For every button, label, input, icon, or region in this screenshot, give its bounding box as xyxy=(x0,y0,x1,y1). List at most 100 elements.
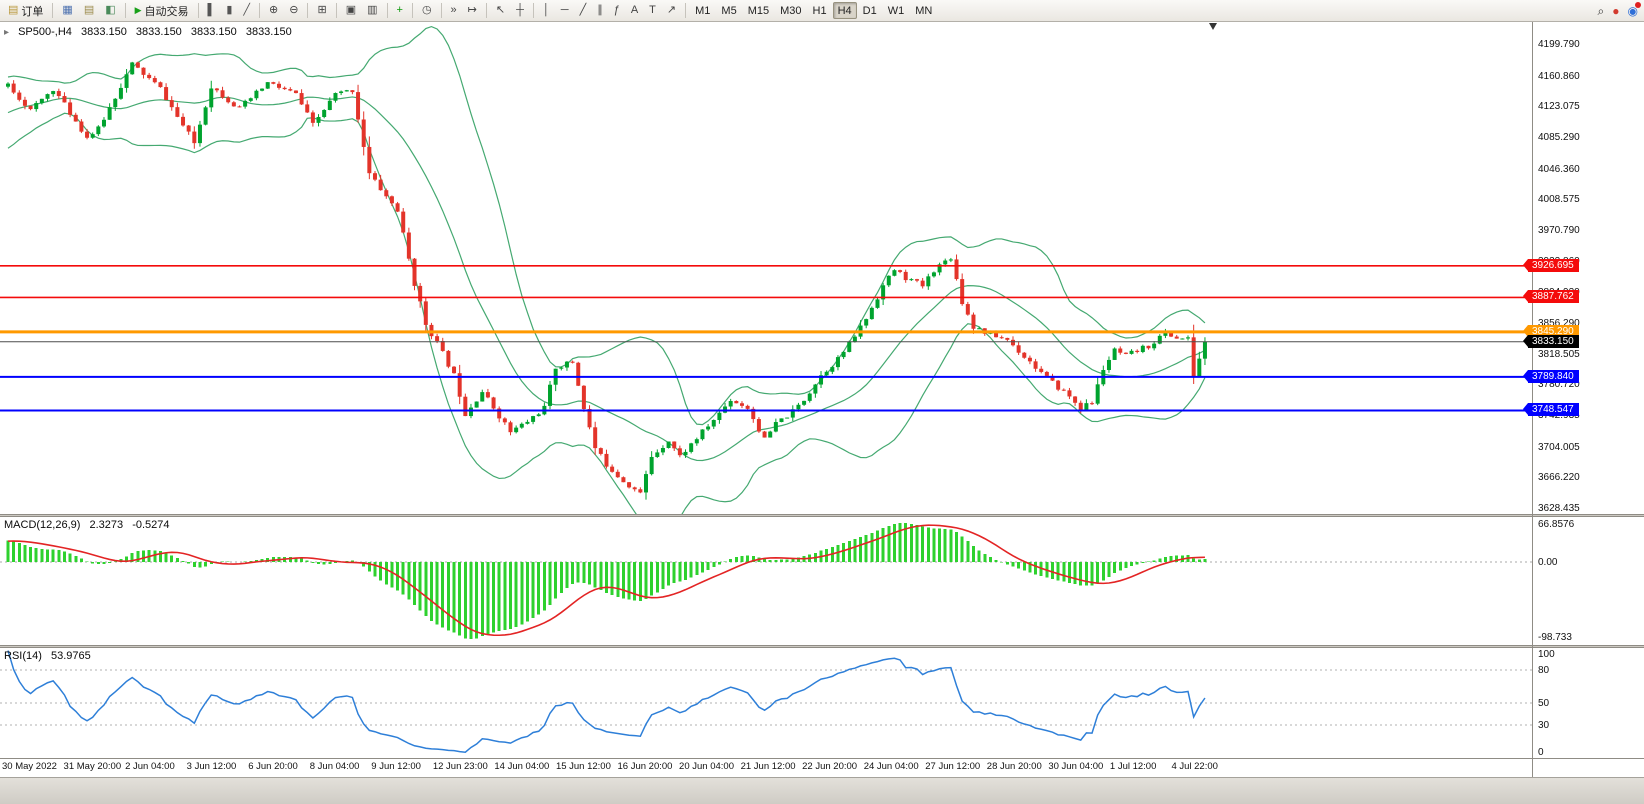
add-indicator-button[interactable]: + xyxy=(392,2,408,20)
toolbar-corner-icons: ⌕ ● ◉ xyxy=(1597,1,1641,18)
equidistant-channel-button[interactable]: ∥ xyxy=(592,2,608,20)
rsi-panel-canvas[interactable] xyxy=(0,648,1532,758)
price-level-tag[interactable]: 3789.840 xyxy=(1523,369,1579,383)
grid-button[interactable]: ▥ xyxy=(362,2,382,20)
time-axis-border xyxy=(0,758,1644,759)
price-tag-arrow xyxy=(1523,290,1528,303)
crosshair-button[interactable]: ┼ xyxy=(511,2,529,20)
time-axis-label: 9 Jun 12:00 xyxy=(371,761,421,772)
arrows-button[interactable]: ↗ xyxy=(662,2,681,20)
toolbar-separator xyxy=(335,3,337,18)
zoom-out-button[interactable]: ⊖ xyxy=(284,2,303,20)
bar-chart-icon: ▌ xyxy=(207,4,216,16)
time-axis-label: 30 Jun 04:00 xyxy=(1048,761,1104,772)
period-settings-button[interactable]: ◷ xyxy=(417,2,437,20)
macd-panel-canvas[interactable] xyxy=(0,517,1532,645)
vertical-line-icon: │ xyxy=(542,4,550,16)
tile-windows-button[interactable]: ⊞ xyxy=(312,2,331,20)
toolbar-separator xyxy=(411,3,413,18)
time-axis-label: 6 Jun 20:00 xyxy=(248,761,298,772)
rsi-value: 53.9765 xyxy=(50,650,91,662)
panel-divider[interactable] xyxy=(0,514,1644,517)
timeframe-m30-button[interactable]: M30 xyxy=(775,2,806,19)
timeframe-m1-button[interactable]: M1 xyxy=(690,2,715,19)
toolbar-separator xyxy=(532,3,534,18)
price-level-tag[interactable]: 3833.150 xyxy=(1523,334,1579,348)
cursor-icon: ↖ xyxy=(495,4,506,16)
equidistant-channel-icon: ∥ xyxy=(597,4,603,16)
price-tag-arrow xyxy=(1523,334,1528,347)
timeframe-w1-button[interactable]: W1 xyxy=(883,2,910,19)
tray-app-icon[interactable]: ◉ xyxy=(1628,1,1641,17)
macd-name: MACD(12,26,9) xyxy=(4,519,81,531)
one-click-trading-toggle[interactable]: ▸ xyxy=(4,27,10,38)
new-chart-icon: ▦ xyxy=(62,4,73,16)
autotrading-play-icon: ▶ xyxy=(134,5,142,15)
crosshair-icon: ┼ xyxy=(516,4,524,16)
trendline-button[interactable]: ╱ xyxy=(575,2,592,20)
add-indicator-icon: + xyxy=(396,4,403,16)
price-axis-label: 3818.505 xyxy=(1538,348,1580,360)
time-axis-label: 24 Jun 04:00 xyxy=(863,761,919,772)
ohlc-close: 3833.150 xyxy=(245,26,292,38)
period-settings-icon: ◷ xyxy=(421,4,432,16)
cursor-button[interactable]: ↖ xyxy=(491,2,510,20)
new-chart-button[interactable]: ▦ xyxy=(57,2,77,20)
ohlc-low: 3833.150 xyxy=(190,26,237,38)
zoom-in-button[interactable]: ⊕ xyxy=(264,2,283,20)
time-axis-label: 12 Jun 23:00 xyxy=(432,761,488,772)
price-axis-label: 3780.720 xyxy=(1538,379,1580,391)
panel-divider[interactable] xyxy=(0,645,1644,648)
auto-arrange-icon: ▣ xyxy=(345,4,357,16)
chart-shift-button[interactable]: ↦ xyxy=(463,2,482,20)
auto-arrange-button[interactable]: ▣ xyxy=(341,2,361,20)
new-order-button[interactable]: ▤ 订单 xyxy=(3,2,48,20)
price-level-tag[interactable]: 3845.290 xyxy=(1523,324,1579,338)
candlestick-chart-icon: ▮ xyxy=(226,4,233,16)
trendline-icon: ╱ xyxy=(579,4,587,16)
profiles-button[interactable]: ▤ xyxy=(79,2,99,20)
timeframe-m5-button[interactable]: M5 xyxy=(716,2,741,19)
alert-icon[interactable]: ● xyxy=(1612,3,1620,18)
candlestick-chart-button[interactable]: ▮ xyxy=(221,2,237,20)
price-level-tag[interactable]: 3748.547 xyxy=(1523,403,1579,417)
horizontal-line-icon: ─ xyxy=(560,4,569,16)
timeframe-h1-button[interactable]: H1 xyxy=(808,2,832,19)
data-window-button[interactable]: ◧ xyxy=(100,2,120,20)
text-button[interactable]: A xyxy=(626,2,643,20)
time-axis-label: 16 Jun 20:00 xyxy=(617,761,673,772)
arrows-icon: ↗ xyxy=(666,4,677,16)
grid-icon: ▥ xyxy=(367,4,378,16)
price-chart-canvas[interactable] xyxy=(0,22,1532,514)
timeframe-mn-button[interactable]: MN xyxy=(910,2,937,19)
line-chart-button[interactable]: ╱ xyxy=(238,2,255,20)
timeframe-d1-button[interactable]: D1 xyxy=(858,2,882,19)
auto-scroll-button[interactable]: » xyxy=(446,2,462,20)
price-axis[interactable]: 4199.790 4160.860 4123.075 4085.290 4046.360… xyxy=(1523,0,1644,777)
chart-shift-marker[interactable] xyxy=(1209,23,1217,30)
toolbar-separator xyxy=(52,3,54,18)
chart-shift-icon: ↦ xyxy=(467,4,477,16)
price-level-tag[interactable]: 3926.695 xyxy=(1523,258,1579,272)
time-axis[interactable]: 30 May 2022 31 May 20:00 2 Jun 04:00 3 Jun … xyxy=(0,759,1532,777)
bar-chart-button[interactable]: ▌ xyxy=(203,2,221,20)
time-axis-label: 15 Jun 12:00 xyxy=(555,761,611,772)
vertical-line-button[interactable]: │ xyxy=(538,2,555,20)
search-icon[interactable]: ⌕ xyxy=(1597,3,1605,18)
time-axis-label: 31 May 20:00 xyxy=(63,761,122,772)
price-level-tag[interactable]: 3887.762 xyxy=(1523,290,1579,304)
macd-indicator-label: MACD(12,26,9) 2.3273 -0.5274 xyxy=(4,519,176,531)
price-axis-label: 4008.575 xyxy=(1538,194,1580,206)
fibonacci-button[interactable]: ƒ xyxy=(609,2,625,20)
timeframe-h4-button[interactable]: H4 xyxy=(832,2,857,19)
text-label-button[interactable]: T xyxy=(644,2,661,20)
rsi-name: RSI(14) xyxy=(4,650,42,662)
autotrading-button[interactable]: ▶ 自动交易 xyxy=(130,2,194,20)
horizontal-line-button[interactable]: ─ xyxy=(556,2,574,20)
timeframe-group: M1 M5 M15 M30 H1 H4 D1 W1 MN xyxy=(690,2,937,19)
timeframe-m15-button[interactable]: M15 xyxy=(743,2,774,19)
macd-axis-label: -98.733 xyxy=(1538,632,1572,643)
profiles-icon: ▤ xyxy=(83,4,95,16)
macd-axis-label: 0.00 xyxy=(1538,556,1558,568)
auto-scroll-icon: » xyxy=(450,4,457,16)
